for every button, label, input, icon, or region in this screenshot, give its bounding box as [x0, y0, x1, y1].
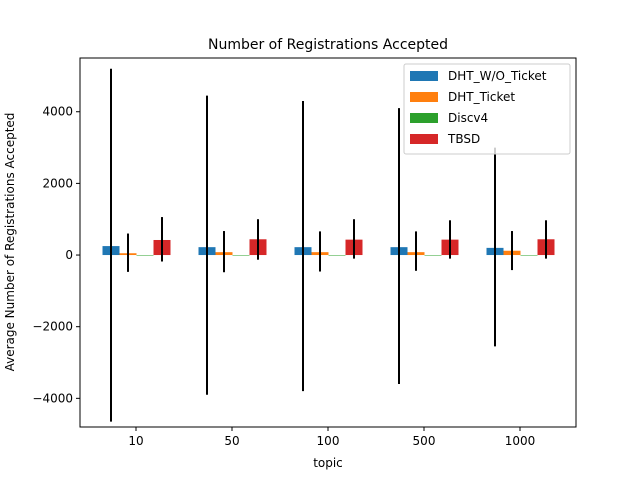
legend-box [403, 63, 571, 155]
x-tick-label: 10 [128, 434, 143, 448]
legend-swatch [410, 134, 438, 144]
legend-swatch [410, 113, 438, 123]
x-tick-label: 50 [224, 434, 239, 448]
y-tick-label: 2000 [42, 176, 73, 190]
legend: DHT_W/O_Ticket DHT_Ticket Discv4 TBSD [403, 63, 571, 155]
legend-label: DHT_W/O_Ticket [448, 69, 547, 83]
bar [232, 255, 250, 256]
x-axis-label: topic [313, 456, 343, 470]
y-tick-label: −2000 [32, 320, 73, 334]
x-tick-label: 100 [317, 434, 340, 448]
bar [520, 255, 538, 256]
legend-swatch [410, 92, 438, 102]
x-tick-label: 500 [413, 434, 436, 448]
bar [328, 255, 346, 256]
chart-title: Number of Registrations Accepted [208, 37, 448, 53]
chart-marks [102, 68, 555, 422]
y-tick-label: 4000 [42, 105, 73, 119]
bar [424, 255, 442, 256]
y-tick-label: −4000 [32, 391, 73, 405]
y-axis-label: Average Number of Registrations Accepted [3, 113, 17, 372]
y-tick-label: 0 [65, 248, 73, 262]
legend-label: Discv4 [448, 111, 488, 125]
x-tick-label: 1000 [505, 434, 536, 448]
legend-label: DHT_Ticket [448, 90, 515, 104]
chart-axes: −4000 −2000 0 2000 4000 10 50 100 500 1000 [32, 105, 535, 448]
legend-swatch [410, 71, 438, 81]
legend-label: TBSD [447, 132, 480, 146]
bar [136, 255, 154, 256]
